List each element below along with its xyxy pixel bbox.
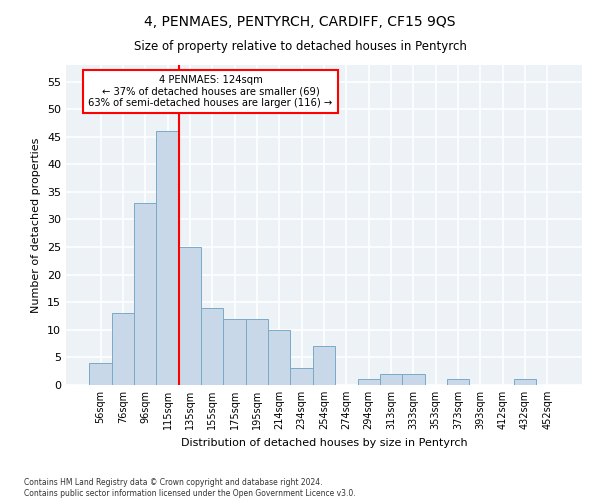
Text: Size of property relative to detached houses in Pentyrch: Size of property relative to detached ho…: [134, 40, 466, 53]
Bar: [246, 319, 268, 385]
Text: Contains HM Land Registry data © Crown copyright and database right 2024.
Contai: Contains HM Land Registry data © Crown c…: [24, 478, 356, 498]
Bar: [134, 203, 157, 385]
Bar: [268, 330, 290, 385]
Bar: [89, 363, 112, 385]
Bar: [402, 374, 425, 385]
Bar: [514, 380, 536, 385]
X-axis label: Distribution of detached houses by size in Pentyrch: Distribution of detached houses by size …: [181, 438, 467, 448]
Bar: [313, 346, 335, 385]
Bar: [223, 319, 246, 385]
Bar: [447, 380, 469, 385]
Bar: [112, 314, 134, 385]
Bar: [201, 308, 223, 385]
Text: 4, PENMAES, PENTYRCH, CARDIFF, CF15 9QS: 4, PENMAES, PENTYRCH, CARDIFF, CF15 9QS: [144, 15, 456, 29]
Bar: [380, 374, 402, 385]
Bar: [290, 368, 313, 385]
Bar: [157, 131, 179, 385]
Bar: [179, 247, 201, 385]
Y-axis label: Number of detached properties: Number of detached properties: [31, 138, 41, 312]
Bar: [358, 380, 380, 385]
Text: 4 PENMAES: 124sqm
← 37% of detached houses are smaller (69)
63% of semi-detached: 4 PENMAES: 124sqm ← 37% of detached hous…: [88, 74, 332, 108]
